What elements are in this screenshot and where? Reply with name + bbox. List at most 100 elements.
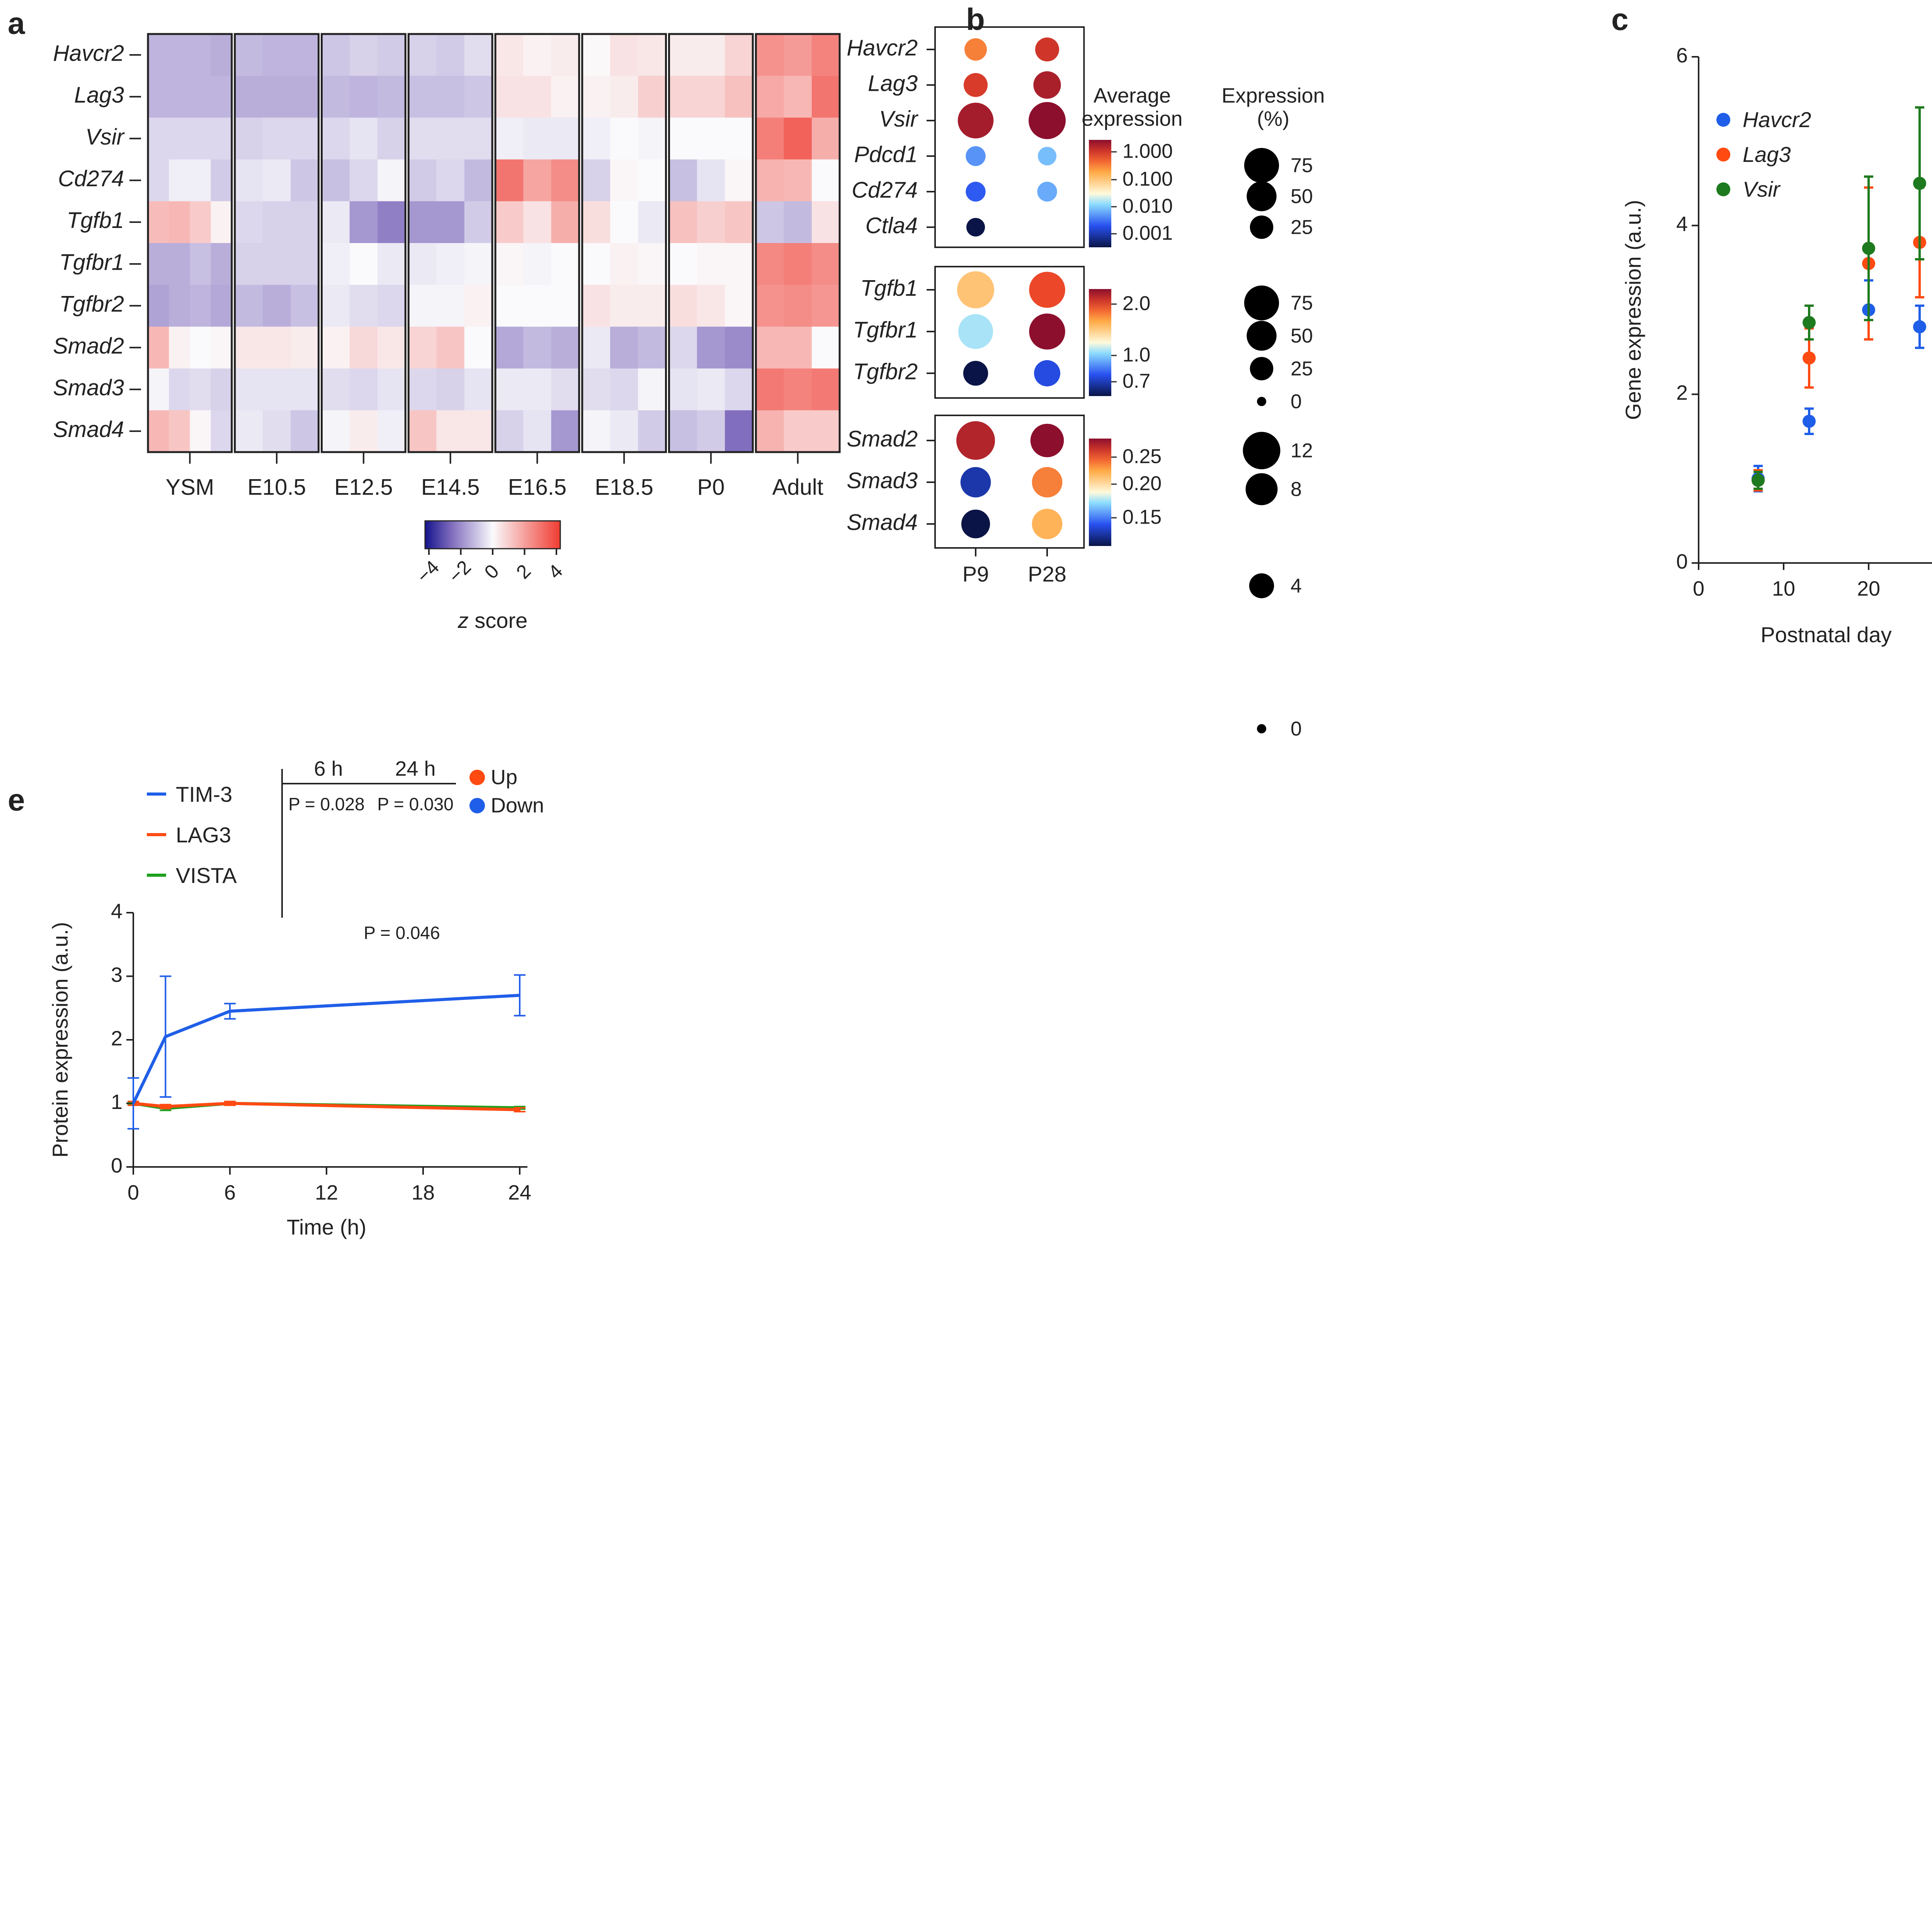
heatmap-cell xyxy=(408,410,437,452)
size-legend-label: 0 xyxy=(1291,391,1302,413)
p-up-6h: P = 0.028 xyxy=(288,794,364,814)
dotplot-block: Tgfb1 Tgfbr1 Tgfbr2 2.0 1.0 0.7 75 50 25 0 xyxy=(853,266,1313,413)
col-label: P0 xyxy=(697,474,724,500)
heatmap-cell xyxy=(190,117,211,160)
panel-label-a: a xyxy=(8,6,25,41)
heatmap-cell xyxy=(408,159,437,202)
heatmap-cell xyxy=(321,368,350,411)
heatmap-cell xyxy=(378,410,406,452)
colorbar-tick-label: 0.7 xyxy=(1122,370,1150,393)
heatmap-cell xyxy=(582,76,611,118)
heatmap-cell xyxy=(669,76,697,118)
size-legend-label: 0 xyxy=(1291,718,1302,740)
heatmap-cell xyxy=(582,201,611,243)
row-label: Tgfb1 xyxy=(67,208,124,233)
heatmap-cell xyxy=(148,410,169,452)
heatmap-cell xyxy=(169,410,190,452)
heatmap-cell xyxy=(235,368,263,411)
heatmap-cell xyxy=(551,159,580,202)
heatmap-cell xyxy=(321,117,350,160)
data-point-Lag3 xyxy=(1803,351,1816,365)
heatmap-cell xyxy=(436,201,465,243)
size-legend-label: 50 xyxy=(1291,185,1313,208)
heatmap-cell xyxy=(551,243,580,285)
heatmap-cell xyxy=(697,410,725,452)
heatmap-cell xyxy=(464,327,493,369)
heatmap-cell xyxy=(811,201,840,243)
legend-label: Vsir xyxy=(1743,177,1781,201)
panel-label-e: e xyxy=(8,783,25,817)
col-label: E10.5 xyxy=(247,474,306,500)
down-legend-dot xyxy=(469,798,485,813)
size-legend-dot xyxy=(1245,473,1278,505)
heatmap-cell xyxy=(638,76,666,118)
heatmap-cell xyxy=(495,34,524,76)
avg-expression-title-2: expression xyxy=(1082,107,1182,130)
col-label: E18.5 xyxy=(595,474,653,500)
heatmap-cell xyxy=(148,285,169,327)
heatmap-cell xyxy=(811,368,840,411)
size-legend-label: 75 xyxy=(1291,155,1313,177)
heatmap-cell xyxy=(756,117,784,160)
heatmap-cell xyxy=(291,159,319,202)
heatmap-cell xyxy=(235,117,263,160)
c-y-tick-label: 0 xyxy=(1676,550,1688,573)
heatmap-cell xyxy=(495,159,524,202)
size-legend-dot xyxy=(1257,724,1266,733)
e-x-tick-label: 6 xyxy=(224,1181,236,1204)
colorbar-tick-label: 2 xyxy=(512,560,535,583)
heatmap-cell xyxy=(669,201,697,243)
row-label: Smad2 xyxy=(53,333,124,359)
heatmap-cell xyxy=(610,410,638,452)
heatmap-cell xyxy=(190,34,211,76)
e-x-tick-label: 18 xyxy=(412,1181,435,1204)
heatmap-cell xyxy=(211,327,232,369)
heatmap-cell xyxy=(148,117,169,160)
heatmap-cell xyxy=(235,201,263,243)
dot-Tgfb1-P9 xyxy=(957,271,994,308)
heatmap-cell xyxy=(811,243,840,285)
heatmap-cell xyxy=(148,327,169,369)
legend-label: LAG3 xyxy=(176,823,231,847)
heatmap-cell xyxy=(756,410,784,452)
heatmap-cell xyxy=(784,368,812,411)
heatmap-cell xyxy=(610,368,638,411)
heatmap-cell xyxy=(756,243,784,285)
heatmap-cell xyxy=(495,368,524,411)
heatmap-cell xyxy=(263,410,291,452)
heatmap-cell xyxy=(756,76,784,118)
heatmap-cell xyxy=(495,201,524,243)
heatmap-cell xyxy=(610,34,638,76)
dot-Smad4-P28 xyxy=(1032,509,1063,539)
heatmap-cell xyxy=(169,243,190,285)
heatmap-cell xyxy=(235,159,263,202)
heatmap-cell xyxy=(148,201,169,243)
colorbar-tick-label: 2.0 xyxy=(1122,293,1150,315)
heatmap-cell xyxy=(263,243,291,285)
e-x-title: Time (h) xyxy=(287,1215,366,1239)
heatmap-cell xyxy=(321,76,350,118)
heatmap-cell xyxy=(349,368,378,411)
heatmap-cell xyxy=(523,117,551,160)
heatmap-cell xyxy=(725,285,753,327)
heatmap-cell xyxy=(148,76,169,118)
colorbar-b0 xyxy=(1089,140,1111,247)
heatmap-cell xyxy=(464,34,493,76)
e-x-tick-label: 24 xyxy=(508,1181,531,1204)
heatmap-cell xyxy=(408,34,437,76)
heatmap-cell xyxy=(582,285,611,327)
heatmap-cell xyxy=(669,159,697,202)
heatmap-cell xyxy=(523,410,551,452)
heatmap-cell xyxy=(321,327,350,369)
c-x-tick-label: 20 xyxy=(1857,577,1880,600)
heatmap-cell xyxy=(349,285,378,327)
heatmap-cell xyxy=(169,34,190,76)
heatmap-cell xyxy=(436,34,465,76)
heatmap-cell xyxy=(263,76,291,118)
heatmap-cell xyxy=(349,410,378,452)
heatmap-cell xyxy=(669,34,697,76)
heatmap-cell xyxy=(408,117,437,160)
heatmap-cell xyxy=(523,201,551,243)
heatmap-cell xyxy=(669,117,697,160)
dot-Vsir-P28 xyxy=(1029,102,1066,139)
